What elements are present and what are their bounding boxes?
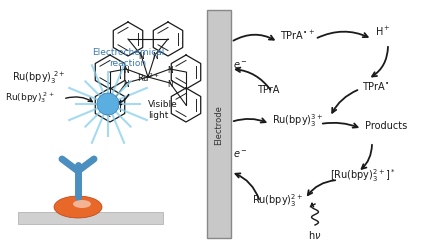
Circle shape <box>97 94 119 115</box>
Text: Ru(bpy)$_3^{2+}$: Ru(bpy)$_3^{2+}$ <box>252 192 303 209</box>
Bar <box>207 11 231 238</box>
Text: TPrA$^{\bullet+}$: TPrA$^{\bullet+}$ <box>280 28 315 41</box>
Text: Electrochemical
reaction: Electrochemical reaction <box>92 48 164 68</box>
Text: Electrode: Electrode <box>215 105 224 144</box>
Text: H$^+$: H$^+$ <box>375 24 391 37</box>
Text: N: N <box>152 51 158 60</box>
Text: Visible
light: Visible light <box>148 100 178 120</box>
Text: TPrA: TPrA <box>257 85 279 94</box>
Text: N: N <box>167 79 173 88</box>
Text: Products: Products <box>365 120 407 131</box>
Text: h$\nu$: h$\nu$ <box>308 228 322 240</box>
Text: e$^-$: e$^-$ <box>233 59 247 70</box>
Text: [Ru(bpy)$_3^{2+}$]$^*$: [Ru(bpy)$_3^{2+}$]$^*$ <box>330 167 396 184</box>
Text: Ru$^{2+}$: Ru$^{2+}$ <box>137 72 159 84</box>
Text: Ru(bpy)$_3^{3+}$: Ru(bpy)$_3^{3+}$ <box>272 112 324 129</box>
Text: N: N <box>123 65 129 74</box>
Ellipse shape <box>73 200 91 208</box>
Text: N: N <box>123 79 129 88</box>
Text: TPrA$^{\bullet}$: TPrA$^{\bullet}$ <box>362 80 390 92</box>
Text: e$^-$: e$^-$ <box>233 149 247 160</box>
Text: Ru(bpy)$_3^{\ 2+}$: Ru(bpy)$_3^{\ 2+}$ <box>12 69 65 86</box>
Text: Ru(bpy)$_3^{\ 2+}$: Ru(bpy)$_3^{\ 2+}$ <box>5 90 54 105</box>
Bar <box>18 212 163 224</box>
Text: N: N <box>138 51 144 60</box>
Text: N: N <box>167 65 173 74</box>
Ellipse shape <box>54 196 102 218</box>
